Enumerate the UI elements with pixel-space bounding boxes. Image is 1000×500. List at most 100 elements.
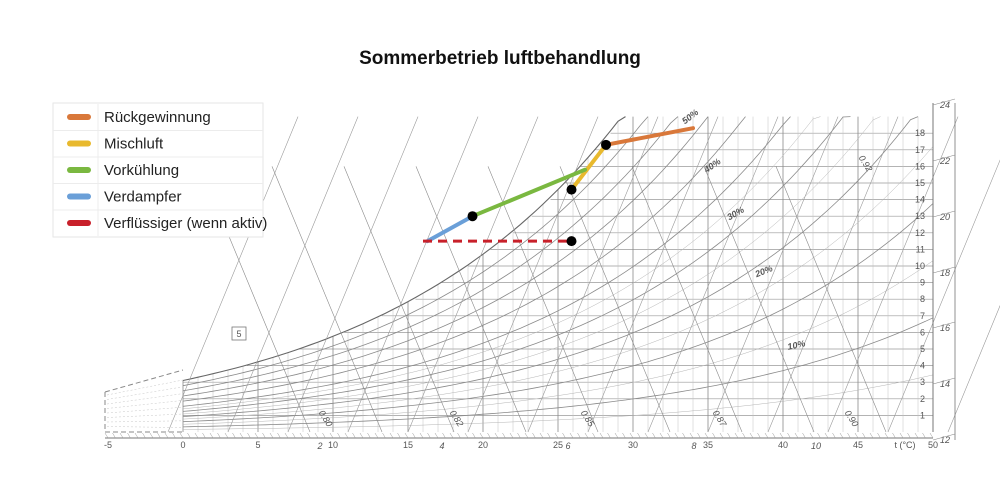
rh-curve xyxy=(182,116,919,417)
y-far-right-tick-label: 20 xyxy=(939,212,950,222)
legend-label: Mischluft xyxy=(104,136,164,153)
bottom-hatch xyxy=(232,432,236,439)
bottom-hatch xyxy=(584,432,589,439)
rh-curve xyxy=(182,116,649,387)
bottom-hatch xyxy=(464,432,469,439)
bottom-hatch xyxy=(142,432,146,439)
bottom-hatch xyxy=(727,432,731,439)
rh-curve xyxy=(182,203,934,423)
bottom-hatch xyxy=(637,432,641,439)
bottom-hatch xyxy=(224,432,229,439)
y-right-tick-label: 5 xyxy=(920,344,925,354)
bottom-hatch xyxy=(164,432,169,439)
volume-line xyxy=(343,166,455,433)
volume-line xyxy=(631,166,743,433)
enthalpy-line xyxy=(887,159,1000,433)
bottom-hatch xyxy=(659,432,664,439)
bottom-hatch xyxy=(442,432,446,439)
enthalpy-line xyxy=(527,116,659,433)
x-tick-label: 40 xyxy=(778,440,788,450)
volume-label: 0.92 xyxy=(857,153,875,173)
x-unit-label: t (°C) xyxy=(894,440,915,450)
bottom-hatch xyxy=(382,432,386,439)
bottom-hatch xyxy=(554,432,559,439)
y-right-tick-label: 3 xyxy=(920,377,925,387)
state-point-1 xyxy=(566,184,577,195)
bottom-hatch xyxy=(719,432,724,439)
bottom-hatch xyxy=(434,432,439,439)
subzero-extension xyxy=(104,369,184,433)
bottom-hatch xyxy=(374,432,379,439)
bottom-hatch xyxy=(592,432,596,439)
y-right-tick-label: 6 xyxy=(920,327,925,337)
bottom-hatch xyxy=(187,432,191,439)
chart-legend: Rückgewinnung Mischluft Vorkühlung Verdampf… xyxy=(52,102,267,238)
chart-series xyxy=(423,126,695,247)
bottom-hatch xyxy=(862,432,866,439)
enthalpy-line xyxy=(167,116,299,433)
bottom-hatch xyxy=(532,432,536,439)
bottom-hatch xyxy=(487,432,491,439)
bottom-hatch xyxy=(742,432,746,439)
bottom-hatch xyxy=(344,432,349,439)
y-right-tick-label: 14 xyxy=(915,195,925,205)
bottom-hatch xyxy=(217,432,221,439)
bottom-hatch xyxy=(929,432,934,439)
bottom-hatch xyxy=(359,432,364,439)
state-point-0 xyxy=(467,211,478,222)
legend-label: Verdampfer xyxy=(104,189,182,206)
series-line-2 xyxy=(470,167,587,219)
rh-curve-fine xyxy=(182,146,934,420)
bottom-hatch xyxy=(284,432,289,439)
y-right-tick-label: 11 xyxy=(916,244,925,254)
bottom-hatch xyxy=(869,432,874,439)
subzero-grid xyxy=(106,400,184,409)
x-tick-label: 30 xyxy=(628,440,638,450)
bottom-hatch xyxy=(194,432,199,439)
bottom-hatch xyxy=(802,432,806,439)
enthalpy-line xyxy=(287,116,419,433)
rh-curve-label: 50% xyxy=(680,107,700,126)
y-right-tick-label: 16 xyxy=(915,161,925,171)
bottom-hatch xyxy=(509,432,514,439)
y-far-right-tick-label: 24 xyxy=(939,100,950,110)
bottom-hatch xyxy=(644,432,649,439)
bottom-hatch xyxy=(179,432,184,439)
bottom-hatch xyxy=(892,432,896,439)
enthalpy-line xyxy=(947,305,1000,433)
y-far-right-tick-label: 12 xyxy=(940,435,950,445)
x-tick-label: 15 xyxy=(403,440,413,450)
enthalpy-line xyxy=(647,116,779,433)
bottom-hatch xyxy=(502,432,506,439)
bottom-hatch xyxy=(764,432,769,439)
bottom-hatch xyxy=(262,432,266,439)
bottom-hatch xyxy=(562,432,566,439)
volume-label: 0.82 xyxy=(448,408,466,428)
subzero-grid xyxy=(106,406,184,414)
bottom-hatch xyxy=(817,432,821,439)
series-line-3 xyxy=(425,214,475,244)
bottom-hatch xyxy=(674,432,679,439)
x-tick-label: 45 xyxy=(853,440,863,450)
bottom-hatch xyxy=(419,432,424,439)
volume-line xyxy=(271,166,383,433)
chart-grid: 10%20%30%40%50%0.80 0.82 0.85 0.87 0.900.925 xyxy=(104,107,1000,433)
y-right-tick-label: 7 xyxy=(920,311,925,321)
enthalpy-line xyxy=(587,116,719,433)
bottom-hatch xyxy=(254,432,259,439)
x-tick-label: 35 xyxy=(703,440,713,450)
x-tick-label: 20 xyxy=(478,440,488,450)
bottom-hatch xyxy=(337,432,341,439)
y-right-tick-label: 13 xyxy=(915,211,925,221)
enthalpy-line xyxy=(347,116,479,433)
volume-line xyxy=(775,166,887,433)
rh-curve-label: 10% xyxy=(787,338,807,352)
bottom-hatch xyxy=(809,432,814,439)
bottom-hatch xyxy=(629,432,634,439)
bottom-hatch xyxy=(239,432,244,439)
x-secondary-tick-label: 4 xyxy=(439,441,444,451)
enthalpy-line xyxy=(407,116,539,433)
subzero-grid xyxy=(106,426,184,428)
bottom-hatch xyxy=(292,432,296,439)
